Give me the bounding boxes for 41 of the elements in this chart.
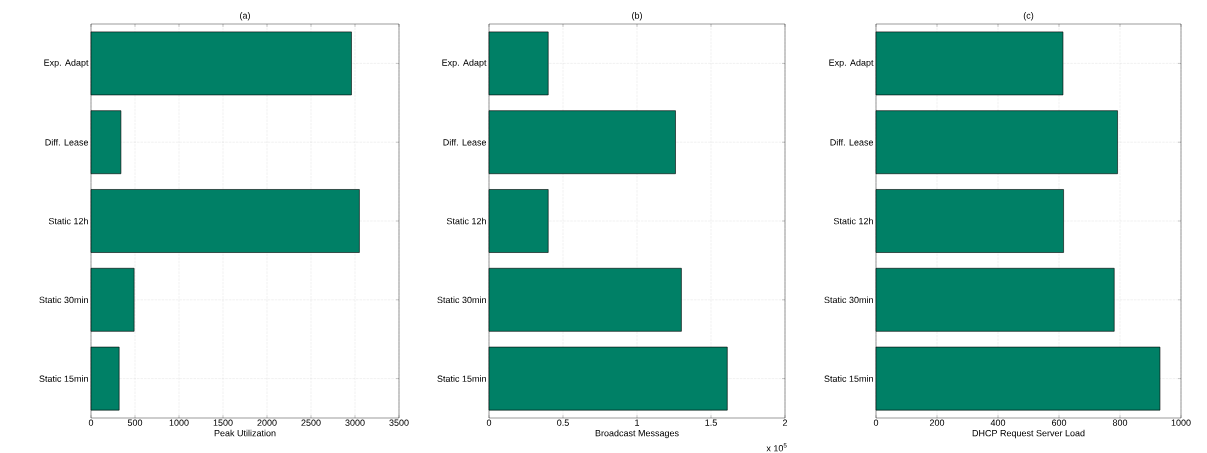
y-tick-label: Diff. Lease — [830, 138, 874, 146]
x-tick-label: 0 — [88, 419, 94, 426]
x-tick-label: 2000 — [257, 419, 277, 426]
y-tick-label: Static 30min — [39, 296, 88, 304]
x-tick-label: 200 — [929, 419, 945, 426]
x-tick-label: 3000 — [345, 419, 365, 426]
x-tick-label: 500 — [127, 419, 143, 426]
y-tick-label: Diff. Lease — [45, 138, 89, 146]
x-axis-title: Peak Utilization — [214, 429, 276, 437]
y-tick-label: Static 15min — [437, 375, 486, 382]
y-tick-label: Static 15min — [824, 375, 873, 382]
x-tick-label: 3500 — [389, 419, 409, 426]
x-axis-title: Broadcast Messages — [595, 429, 679, 439]
y-tick-label: Static 30min — [824, 296, 873, 304]
x-axis-title: DHCP Request Server Load — [972, 429, 1085, 439]
x-tick-label: 0 — [486, 419, 492, 426]
x-tick-label: 400 — [990, 419, 1006, 426]
x-tick-label: 2 — [782, 419, 788, 426]
text: x 10$^{5}$ — [766, 443, 787, 452]
x-tick-label: 0 — [873, 419, 879, 426]
y-tick-label: Static 12h — [48, 217, 88, 225]
x-tick-label: 1000 — [169, 419, 189, 426]
x-tick-label: 1000 — [1171, 419, 1191, 426]
chart-title: (c) — [1023, 12, 1034, 21]
x-tick-label: 1500 — [213, 419, 233, 426]
y-tick-label: Static 12h — [833, 217, 873, 225]
x-tick-label: 0.5 — [557, 419, 569, 426]
y-tick-label: Exp. Adapt — [829, 59, 874, 68]
chart-title: (a) — [240, 12, 250, 21]
y-tick-label: Exp. Adapt — [442, 59, 487, 68]
x-tick-label: 800 — [1112, 419, 1128, 426]
y-tick-label: Diff. Lease — [443, 138, 487, 146]
y-tick-label: Static 15min — [39, 375, 88, 382]
x-tick-label: 1.5 — [705, 419, 717, 426]
chart-title: (b) — [632, 12, 642, 21]
x-tick-label: 1 — [635, 419, 640, 426]
x-tick-label: 2500 — [301, 419, 321, 426]
y-tick-label: Exp. Adapt — [44, 59, 89, 68]
x-tick-label: 600 — [1051, 419, 1067, 426]
y-tick-label: Static 30min — [437, 296, 486, 304]
y-tick-label: Static 12h — [446, 217, 486, 225]
